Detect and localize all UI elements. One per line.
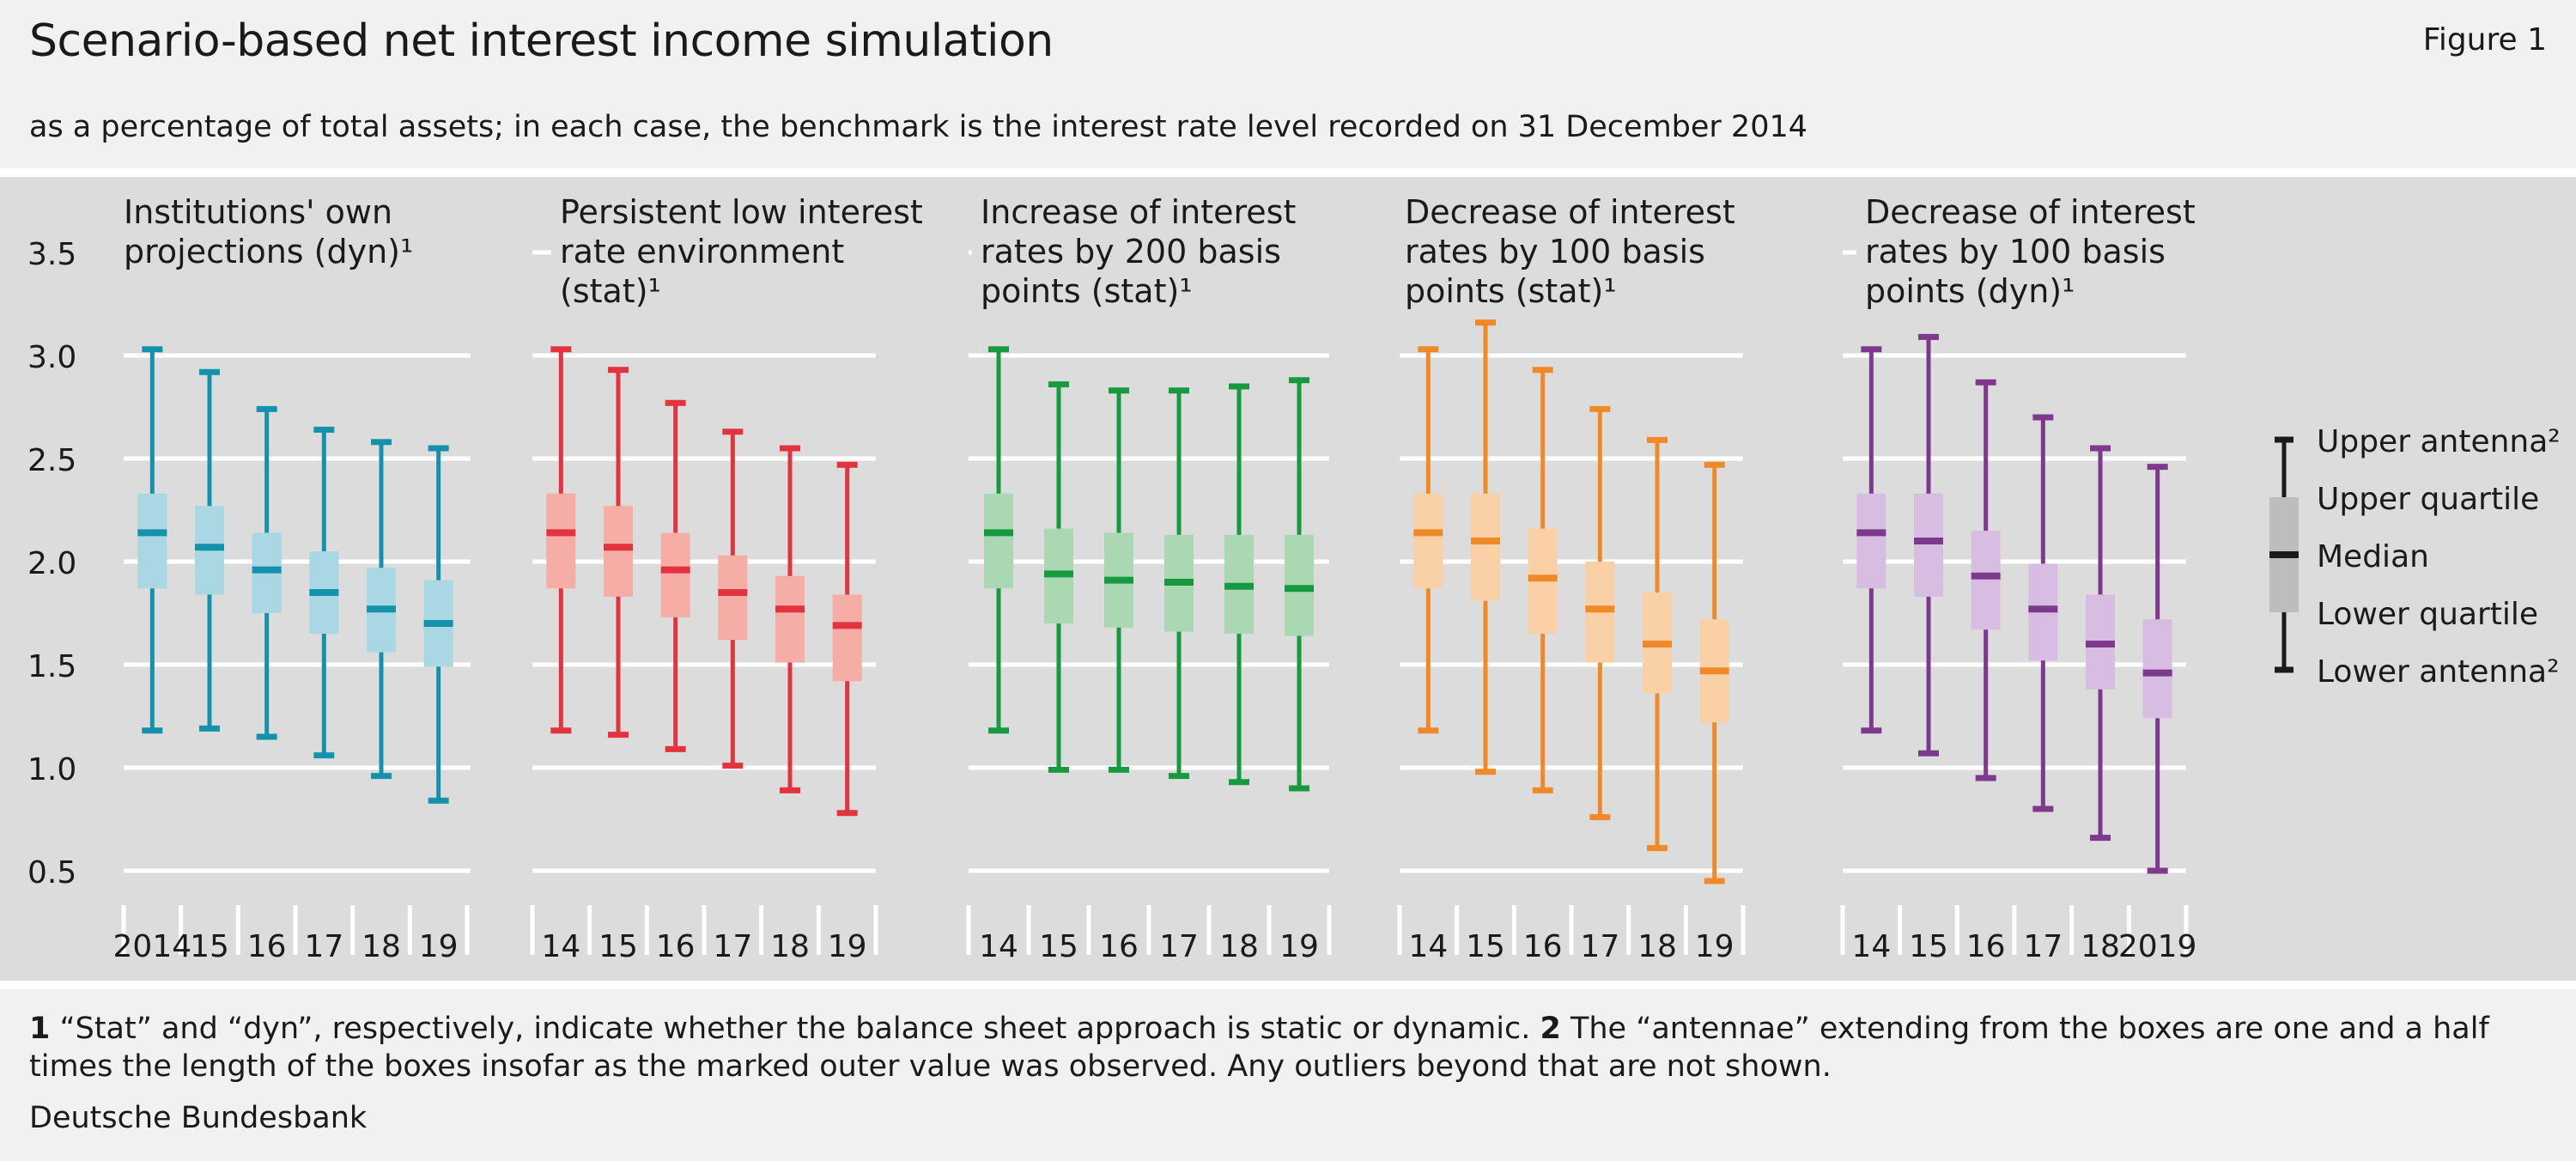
x-tick-label: 14 <box>541 929 580 964</box>
footnote-2-number: 2 <box>1540 1012 1561 1046</box>
panel-title-background <box>972 192 1341 328</box>
x-tick-label: 2019 <box>2118 929 2197 964</box>
x-tick-label: 19 <box>419 929 459 964</box>
x-tick-label: 16 <box>1966 929 2006 964</box>
x-tick-label: 18 <box>2081 929 2120 964</box>
y-tick-label: 2.0 <box>27 546 76 581</box>
x-tick-label: 15 <box>190 929 229 964</box>
legend-label: Lower quartile <box>2317 597 2538 632</box>
panel-title: rate environment <box>560 233 844 270</box>
footnote: 1 “Stat” and “dyn”, respectively, indica… <box>29 1010 2549 1085</box>
x-tick-label: 15 <box>1909 929 1948 964</box>
quartile-box <box>546 493 576 589</box>
quartile-box <box>984 493 1013 589</box>
panel-title: Decrease of interest <box>1865 193 2196 231</box>
footnote-2-text: The “antennae” extending from the boxes … <box>29 1012 2489 1084</box>
panel-title: points (dyn)¹ <box>1865 272 2075 310</box>
footnote-1-number: 1 <box>29 1012 51 1046</box>
y-tick-label: 1.0 <box>27 752 76 787</box>
chart-area: 0.5 1.0 1.5 2.0 2.5 3.0 3.5 Institutions' own pr… <box>0 177 2576 981</box>
x-tick-label: 19 <box>828 929 867 964</box>
quartile-box <box>1856 493 1886 589</box>
x-tick-label: 19 <box>1279 929 1319 964</box>
panel-title-background <box>1396 192 1765 328</box>
legend-label: Upper antenna² <box>2317 424 2561 459</box>
y-tick-label: 2.5 <box>27 443 76 478</box>
x-tick-label: 18 <box>1219 929 1259 964</box>
panel-title: Persistent low interest <box>560 193 923 231</box>
panel-title: rates by 200 basis <box>981 233 1281 270</box>
legend-label: Upper quartile <box>2317 482 2539 517</box>
chart-subtitle: as a percentage of total assets; in each… <box>29 110 1807 144</box>
quartile-box <box>1413 493 1443 589</box>
x-tick-label: 17 <box>304 929 343 964</box>
quartile-box <box>660 532 690 617</box>
panel-title-background <box>551 192 920 328</box>
x-tick-label: 17 <box>1159 929 1199 964</box>
x-tick-label: 16 <box>1099 929 1139 964</box>
x-tick-label: 16 <box>1523 929 1563 964</box>
quartile-box <box>1971 531 2001 630</box>
panel-title: points (stat)¹ <box>981 272 1193 310</box>
x-tick-label: 17 <box>713 929 752 964</box>
x-tick-label: 18 <box>770 929 810 964</box>
quartile-box <box>718 555 748 641</box>
legend-label: Median <box>2317 539 2429 574</box>
x-tick-label: 19 <box>1695 929 1735 964</box>
x-tick-label: 16 <box>656 929 696 964</box>
panel-title: rates by 100 basis <box>1865 233 2166 270</box>
x-tick-label: 14 <box>1408 929 1448 964</box>
panel-title-background <box>1856 192 2226 328</box>
x-tick-label: 16 <box>247 929 287 964</box>
x-tick-label: 17 <box>1580 929 1619 964</box>
quartile-box <box>832 594 862 682</box>
panel-title: rates by 100 basis <box>1405 233 1705 270</box>
panel-title: Decrease of interest <box>1405 193 1735 231</box>
quartile-box <box>2142 619 2172 719</box>
x-tick-label: 15 <box>598 929 638 964</box>
quartile-box <box>775 575 805 663</box>
panel-title: projections (dyn)¹ <box>124 233 413 270</box>
quartile-box <box>1471 493 1500 601</box>
y-tick-label: 3.5 <box>27 237 76 272</box>
x-tick-label: 18 <box>361 929 401 964</box>
panel-title-background <box>115 192 484 289</box>
top-divider <box>0 168 2576 177</box>
panel-title: points (stat)¹ <box>1405 272 1617 310</box>
y-tick-label: 1.5 <box>27 649 76 684</box>
source-label: Deutsche Bundesbank <box>29 1101 368 1135</box>
chart-title: Scenario-based net interest income simul… <box>29 15 1054 67</box>
x-tick-label: 15 <box>1039 929 1078 964</box>
x-tick-label: 18 <box>1637 929 1677 964</box>
footnote-1-text: “Stat” and “dyn”, respectively, indicate… <box>50 1012 1540 1046</box>
y-tick-label: 0.5 <box>27 855 76 891</box>
x-tick-label: 14 <box>1851 929 1891 964</box>
panel-title: Increase of interest <box>981 193 1296 231</box>
x-tick-label: 2014 <box>113 929 192 964</box>
quartile-box <box>137 493 167 589</box>
x-tick-label: 17 <box>2023 929 2063 964</box>
bottom-divider <box>0 981 2576 989</box>
quartile-box <box>1914 493 1943 597</box>
boxplot-chart: 0.5 1.0 1.5 2.0 2.5 3.0 3.5 Institutions' ownpr… <box>27 192 2561 964</box>
x-tick-label: 14 <box>979 929 1018 964</box>
quartile-box <box>604 506 633 597</box>
panel-title: (stat)¹ <box>560 272 661 310</box>
legend-label: Lower antenna² <box>2317 654 2560 690</box>
panel-title: Institutions' own <box>124 193 392 231</box>
figure-label: Figure 1 <box>2422 22 2547 58</box>
x-tick-label: 15 <box>1466 929 1505 964</box>
y-tick-label: 3.0 <box>27 340 76 375</box>
